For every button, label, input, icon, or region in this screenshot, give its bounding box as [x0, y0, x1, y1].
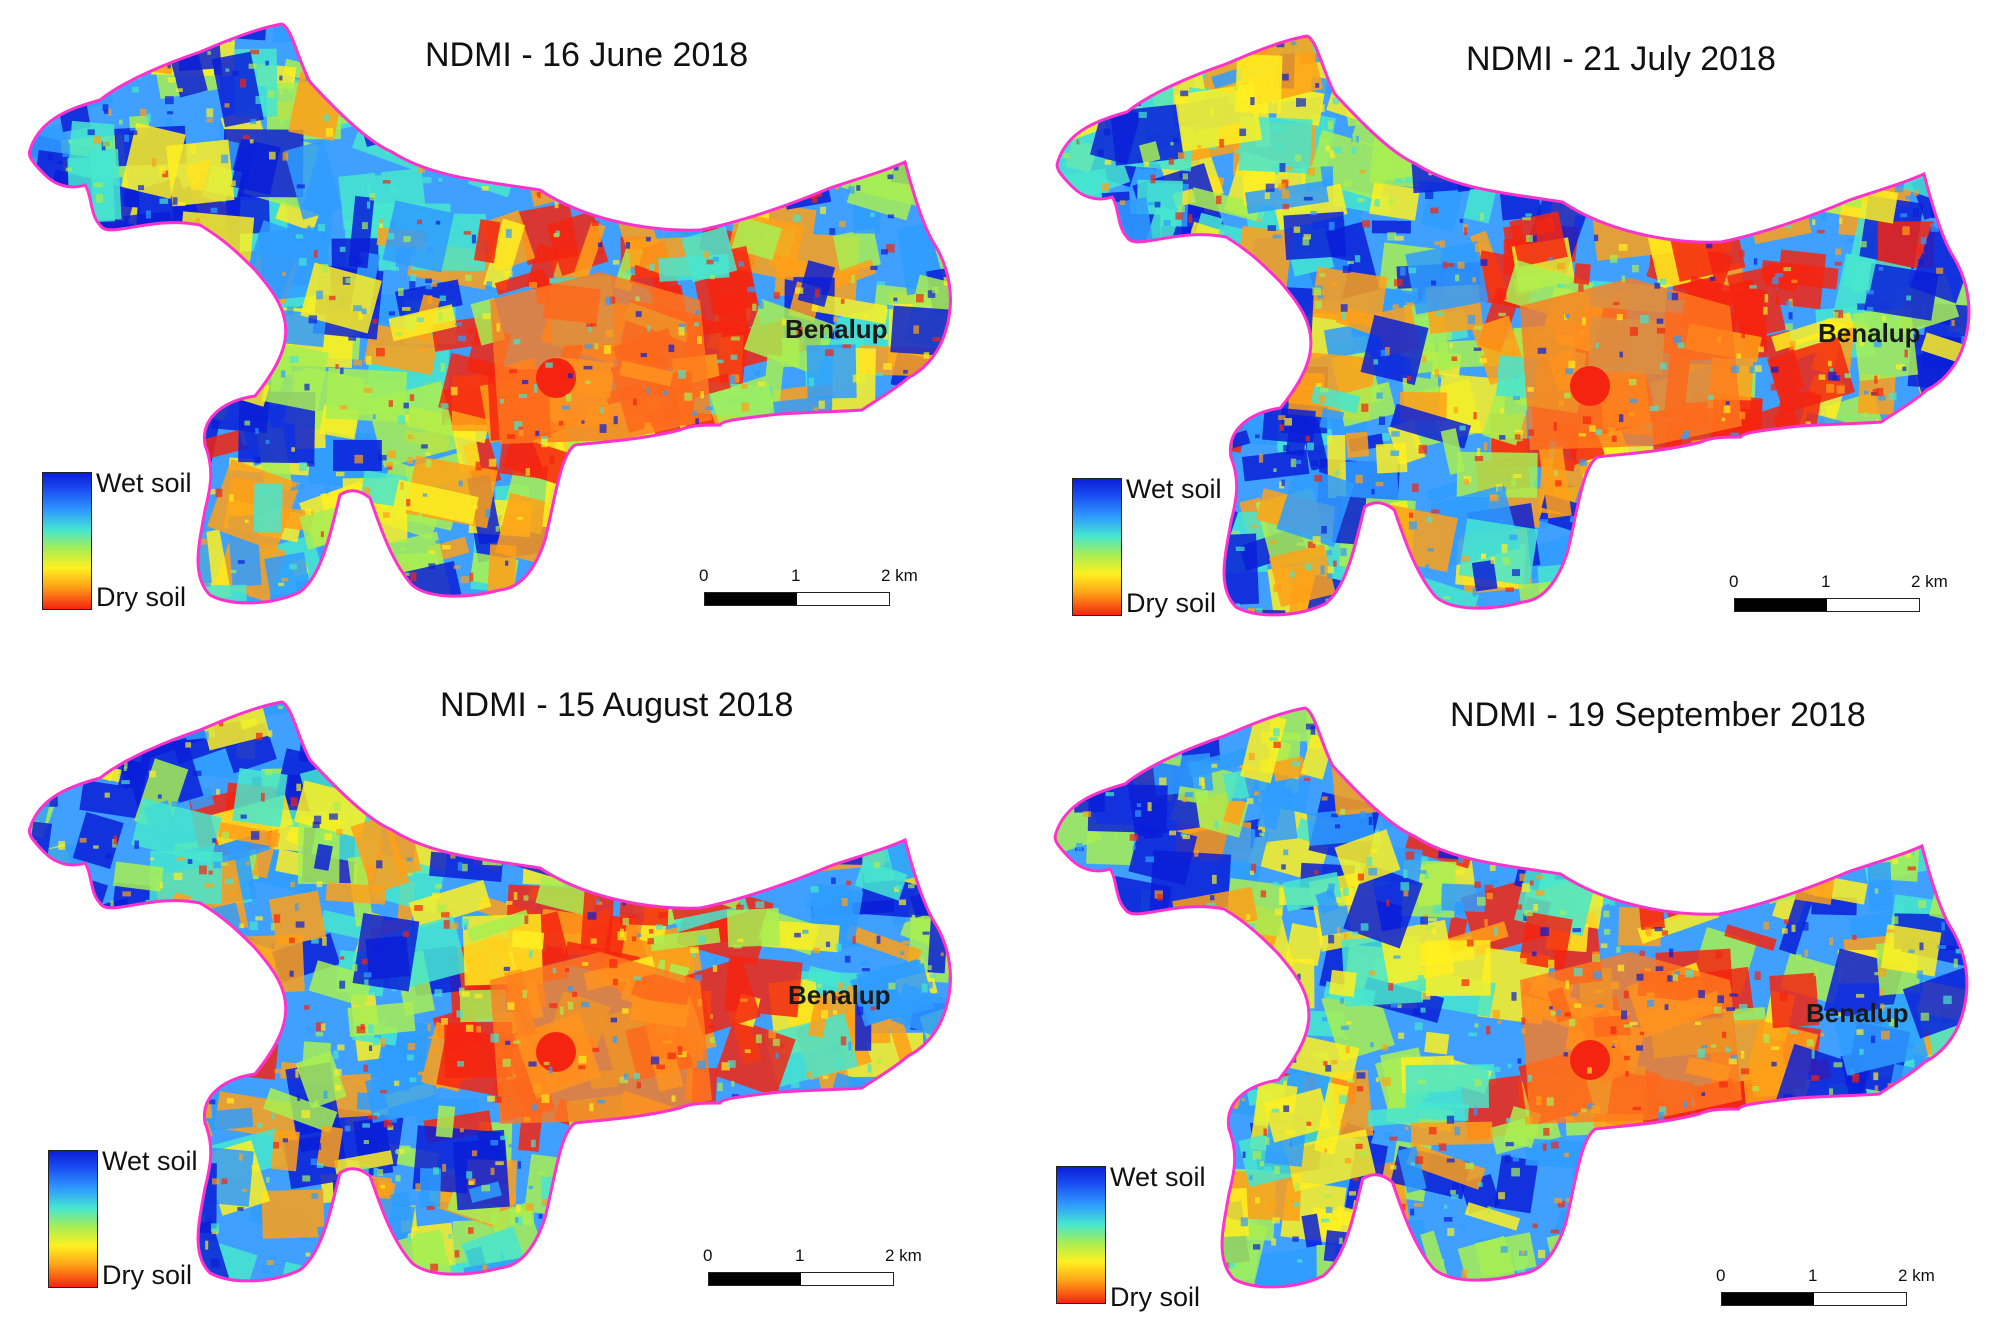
legend-color-ramp — [1056, 1166, 1106, 1304]
scale-bar — [704, 592, 890, 606]
scale-bar — [1721, 1292, 1907, 1306]
scale-tick-1: 1 — [1821, 572, 1831, 591]
legend-color-ramp — [1072, 478, 1122, 616]
legend-dry-label: Dry soil — [102, 1260, 193, 1290]
scale-tick-0: 0 — [1729, 572, 1739, 591]
legend-wet-label: Wet soil — [96, 468, 192, 498]
panel-title: NDMI - 19 September 2018 — [1450, 696, 1866, 734]
scale-bar — [708, 1272, 894, 1286]
legend-color-ramp — [42, 472, 92, 610]
ndmi-map-june — [27, 22, 952, 605]
ndmi-map-july — [1055, 34, 1971, 617]
map-panel-august: NDMI - 15 August 2018 Benalup Wet soil D… — [0, 680, 997, 1340]
scale-tick-1: 1 — [1808, 1266, 1818, 1285]
legend-wet-label: Wet soil — [1110, 1162, 1206, 1192]
town-label-benalup: Benalup — [1818, 318, 1921, 348]
scale-tick-1: 1 — [791, 566, 801, 585]
scale-tick-0: 0 — [699, 566, 709, 585]
scale-tick-2: 2 km — [885, 1246, 922, 1265]
scale-tick-2: 2 km — [881, 566, 918, 585]
map-panel-september: NDMI - 19 September 2018 Benalup Wet soi… — [1030, 680, 1995, 1340]
town-label-benalup: Benalup — [1806, 998, 1909, 1028]
map-panel-july: NDMI - 21 July 2018 Benalup Wet soil Dry… — [1030, 6, 1995, 666]
town-label-benalup: Benalup — [785, 314, 888, 344]
ndmi-map-august — [27, 700, 952, 1283]
scale-tick-0: 0 — [703, 1246, 713, 1265]
ndmi-map-september — [1053, 706, 1969, 1289]
scale-bar — [1734, 598, 1920, 612]
scale-tick-1: 1 — [795, 1246, 805, 1265]
legend-dry-label: Dry soil — [1110, 1282, 1201, 1312]
panel-title: NDMI - 21 July 2018 — [1466, 40, 1776, 78]
legend-wet-label: Wet soil — [1126, 474, 1222, 504]
town-label-benalup: Benalup — [788, 980, 891, 1010]
map-panel-june: NDMI - 16 June 2018 Benalup Wet soil Dry… — [0, 0, 997, 670]
legend-dry-label: Dry soil — [1126, 588, 1217, 618]
scale-tick-0: 0 — [1716, 1266, 1726, 1285]
panel-title: NDMI - 15 August 2018 — [440, 686, 794, 724]
legend-wet-label: Wet soil — [102, 1146, 198, 1176]
legend-color-ramp — [48, 1150, 98, 1288]
scale-tick-2: 2 km — [1898, 1266, 1935, 1285]
legend-dry-label: Dry soil — [96, 582, 187, 612]
panel-title: NDMI - 16 June 2018 — [425, 36, 749, 74]
scale-tick-2: 2 km — [1911, 572, 1948, 591]
